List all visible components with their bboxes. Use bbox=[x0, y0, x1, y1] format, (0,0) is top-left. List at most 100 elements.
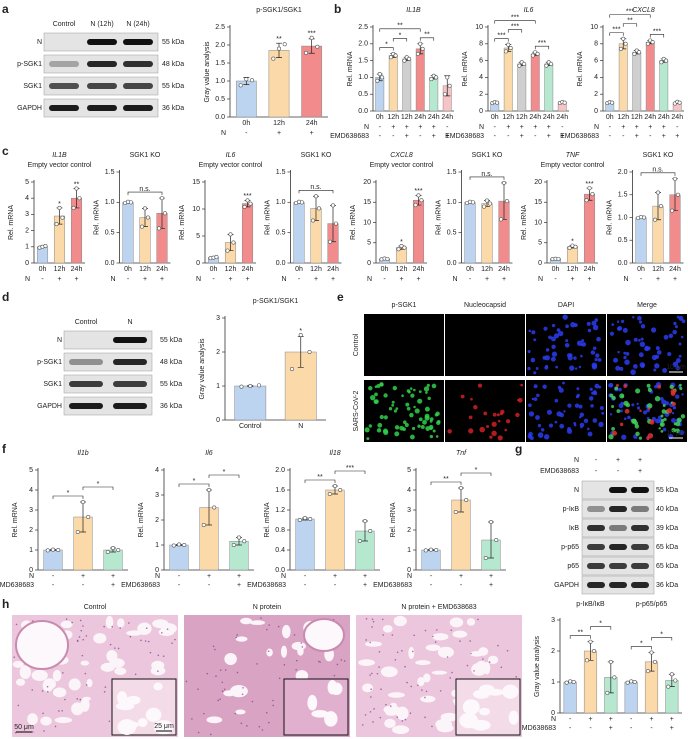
blot-band bbox=[69, 359, 103, 365]
condition-mark: + bbox=[363, 582, 367, 589]
x-tick-label: 0h bbox=[242, 120, 250, 127]
data-point bbox=[315, 44, 320, 49]
data-point bbox=[377, 72, 382, 77]
cell bbox=[413, 405, 416, 409]
condition-mark: - bbox=[630, 716, 633, 723]
inset-alveolus bbox=[307, 694, 318, 711]
significance-label: n.s. bbox=[310, 184, 321, 191]
cell bbox=[623, 384, 628, 388]
cell bbox=[551, 344, 556, 349]
y-tick-label: 2.0 bbox=[275, 467, 285, 474]
y-tick-label: 1.5 bbox=[215, 60, 225, 67]
nucleus bbox=[108, 720, 111, 723]
cell bbox=[599, 405, 604, 411]
alveolus bbox=[358, 659, 375, 666]
cell bbox=[679, 383, 682, 387]
significance-label: ** bbox=[424, 32, 430, 39]
cell bbox=[410, 393, 415, 398]
cell bbox=[401, 394, 404, 397]
cell bbox=[619, 393, 625, 399]
nucleus bbox=[266, 628, 268, 631]
nucleus bbox=[212, 645, 215, 648]
data-point bbox=[282, 42, 287, 47]
nucleus bbox=[144, 640, 147, 642]
data-point bbox=[237, 535, 242, 540]
nucleus bbox=[209, 733, 212, 736]
data-point bbox=[501, 180, 506, 185]
cell bbox=[550, 336, 556, 342]
alveolus bbox=[452, 630, 468, 638]
cell bbox=[376, 384, 381, 388]
y-tick-label: 0.0 bbox=[105, 260, 115, 267]
nucleus bbox=[80, 629, 83, 632]
data-point bbox=[157, 226, 162, 231]
condition-name: N bbox=[551, 716, 556, 723]
cell bbox=[424, 406, 430, 412]
data-point bbox=[201, 522, 206, 527]
significance-label: *** bbox=[612, 27, 620, 34]
data-point bbox=[453, 509, 458, 514]
nucleus bbox=[293, 634, 296, 636]
data-point bbox=[590, 192, 595, 197]
condition-mark: + bbox=[333, 573, 337, 580]
condition-mark: - bbox=[178, 573, 181, 580]
alveolus bbox=[420, 695, 436, 703]
x-tick-label: 24h bbox=[242, 266, 254, 273]
cell bbox=[616, 326, 622, 331]
y-tick-label: 0.5 bbox=[447, 230, 457, 237]
cell bbox=[409, 434, 415, 440]
blot-band bbox=[587, 544, 605, 550]
condition-mark: + bbox=[588, 716, 592, 723]
blot-row-label: GAPDH bbox=[17, 105, 42, 112]
y-tick-label: 0.0 bbox=[276, 260, 286, 267]
data-point bbox=[641, 215, 646, 220]
y-tick-label: 4 bbox=[29, 487, 33, 494]
cell bbox=[589, 387, 593, 391]
comparison-bracket bbox=[649, 34, 665, 38]
alveolus bbox=[206, 716, 223, 724]
nucleus bbox=[140, 639, 142, 642]
blot-band bbox=[631, 563, 649, 569]
data-point bbox=[434, 75, 439, 80]
cell bbox=[407, 390, 411, 394]
scale-bar-label: 10 μm bbox=[666, 430, 686, 437]
blot-size-label: 65 kDa bbox=[656, 544, 678, 551]
condition-name: N bbox=[281, 276, 286, 283]
cell bbox=[402, 420, 407, 425]
condition-mark: + bbox=[547, 124, 551, 131]
cell bbox=[679, 386, 683, 391]
y-tick-label: 0 bbox=[29, 567, 33, 574]
nucleus bbox=[370, 688, 372, 691]
cell bbox=[496, 413, 500, 417]
nucleus bbox=[295, 668, 297, 671]
cell bbox=[394, 425, 400, 430]
cell bbox=[681, 319, 686, 324]
inset-alveolus bbox=[479, 684, 495, 693]
condition-mark: - bbox=[383, 276, 386, 283]
data-point bbox=[257, 383, 262, 388]
data-point bbox=[303, 50, 308, 55]
alveolus bbox=[469, 651, 484, 657]
bar bbox=[412, 199, 425, 264]
nucleus bbox=[277, 625, 280, 628]
nucleus bbox=[128, 622, 130, 624]
blot-column-label: Control bbox=[53, 21, 76, 28]
nucleus bbox=[364, 714, 367, 716]
data-point bbox=[445, 75, 450, 80]
y-axis-label: Rel. mRNA bbox=[521, 205, 528, 240]
cell bbox=[672, 361, 679, 368]
x-tick-label: 12h bbox=[273, 120, 285, 127]
cell bbox=[595, 353, 600, 358]
alveolus bbox=[105, 615, 114, 629]
nucleus bbox=[365, 639, 367, 641]
airway bbox=[303, 618, 345, 652]
nucleus bbox=[506, 649, 509, 652]
bar bbox=[234, 385, 267, 421]
condition-mark: - bbox=[212, 276, 215, 283]
x-tick-label: 24h bbox=[543, 114, 555, 121]
nucleus bbox=[381, 618, 384, 621]
chart-title: Empty vector control bbox=[370, 162, 434, 169]
data-point bbox=[664, 58, 669, 63]
gene-label: IL6 bbox=[524, 7, 534, 14]
data-point bbox=[271, 56, 276, 61]
